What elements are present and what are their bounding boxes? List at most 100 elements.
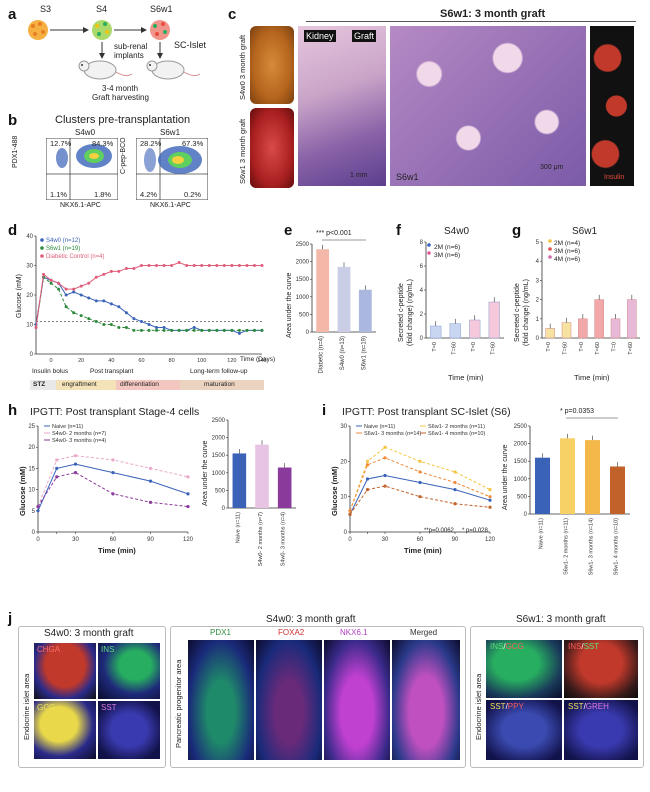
h-series-point	[111, 471, 115, 475]
d-series-point	[192, 325, 196, 329]
h-auc-ytick-label: 2000	[212, 436, 226, 442]
j-img-gcg: GCG	[34, 701, 96, 759]
d-series-point	[72, 287, 76, 291]
flow2-q-ll: 4.2%	[140, 190, 158, 199]
d-legend-label-1: S6w1 (n=19)	[46, 246, 80, 252]
i-series-point	[453, 480, 457, 485]
d-series-point	[124, 266, 128, 270]
subrenal-label-2: implants	[114, 51, 144, 60]
g-legend-2: 3M (n=6)	[554, 248, 581, 255]
panel-a: S3 S4 S6w1 SC-Islet sub-renal implants 3…	[20, 4, 210, 108]
panel-label-f: f	[396, 222, 401, 239]
j-label-nkx61: NKX6.1	[340, 628, 368, 637]
flow-plot-1	[46, 138, 118, 200]
g-bar-2	[578, 318, 588, 339]
f-xtick-label-2: T=0	[471, 342, 477, 352]
d-legend-label-0: S4w0 (n=12)	[46, 238, 80, 244]
d-series-point	[237, 331, 241, 335]
panel-h-line: 0 5 10 15 20 25 0 30 60 90 120 Naive (n=11) S4w0- 2 …	[16, 420, 196, 560]
e-ytick-label: 1500	[296, 277, 310, 283]
f-ylabel-2: (fold change) (ng/mL)	[407, 279, 414, 346]
f-xtick-label-1: T=60	[451, 342, 457, 355]
panel-b-title: Clusters pre-transplantation	[55, 114, 191, 126]
g-ylabel-2: (fold change) (ng/mL)	[523, 279, 530, 346]
g-xtick-label-0: T=0	[546, 342, 552, 352]
h-series-point	[148, 466, 153, 470]
d-series-point	[237, 264, 241, 267]
panel-i-auc: 0 500 1000 1500 2000 2500 Naive (n=11) S6w1- 2 …	[500, 400, 640, 590]
g-xtick-label-2: T=0	[579, 342, 585, 352]
f-ytick-label: 2	[420, 312, 424, 318]
d-series-point	[102, 323, 106, 326]
flow2-xlabel: NKX6.1-APC	[150, 202, 191, 209]
h-ylabel: Glucose (mM)	[18, 466, 27, 516]
flow1-q-ur: 84.3%	[92, 139, 114, 148]
flow1-q-ll: 1.1%	[50, 190, 68, 199]
d-xtick-label: 20	[78, 358, 84, 364]
d-legend-marker-0	[40, 238, 44, 242]
d-series-point	[117, 325, 121, 329]
e-ytick-label: 2500	[296, 242, 310, 248]
h-series-point	[111, 492, 115, 496]
i-series-point	[418, 495, 422, 499]
d-series-point	[42, 272, 46, 276]
auc-bar-chart-i: 0 500 1000 1500 2000 2500 Naive (n=11) S6w1- 2 …	[514, 417, 630, 575]
panel-label-g: g	[512, 222, 522, 239]
insulin-label: Insulin	[604, 174, 625, 181]
d-series-point	[94, 275, 98, 279]
g-bar-0	[545, 328, 555, 339]
i-title: IPGTT: Post transplant SC-Islet (S6)	[342, 406, 511, 418]
e-ylabel: Area under the curve	[286, 272, 293, 338]
f-bar-2	[469, 319, 481, 339]
stage-label-s3: S3	[40, 4, 52, 14]
h-series-point	[36, 509, 40, 513]
i-xlabel: Time (min)	[404, 546, 442, 555]
g-ytick-label: 4	[536, 259, 540, 265]
h-ytick-label: 0	[32, 530, 36, 536]
d-series-point	[57, 281, 61, 285]
d-series-point	[79, 314, 83, 318]
g-legend-3: 4M (n=6)	[554, 256, 581, 263]
d-series-point	[252, 264, 256, 267]
panel-label-d: d	[8, 222, 18, 239]
g-ytick-label: 0	[536, 336, 540, 342]
i-series-point	[453, 488, 457, 492]
i-ylabel: Glucose (mM)	[330, 466, 339, 516]
d-series-point	[49, 278, 53, 282]
j-img-sst-ppy: SST/PPY	[486, 700, 562, 760]
d-series-point	[64, 293, 68, 297]
j-img-ins: INS	[98, 643, 160, 699]
d-xtick-label: 0	[50, 358, 53, 364]
i-series-point	[418, 480, 422, 485]
i-auc-xtick-label-0: Naive (n=11)	[539, 518, 545, 549]
j-group3-box	[470, 626, 644, 768]
d-series-point	[230, 264, 234, 267]
e-ytick-label: 1000	[296, 295, 310, 301]
i-auc-pvalue: * p=0.0353	[560, 408, 595, 415]
h-auc-bar-1	[255, 444, 269, 508]
glucose-timecourse-chart: 0 10 20 30 40 0 20 40 60 80 100 120 140 S4w0 (n=12) S6…	[26, 234, 266, 364]
h-legend-label-1: S4w0- 2 months (n=7)	[52, 431, 106, 437]
i-auc-xtick-label-3: S6w1- 4 months (n=10)	[614, 518, 620, 575]
panel-d: 0 10 20 30 40 0 20 40 60 80 100 120 140 S4w0 (n=12) S6…	[10, 228, 275, 398]
flow2-q-lr: 0.2%	[184, 190, 202, 199]
panel-h-auc: 0 500 1000 1500 2000 2500 Naive (n=11) S4w0- 2 …	[200, 414, 300, 584]
ipgtt-line-chart-h: 0 5 10 15 20 25 0 30 60 90 120 Naive (n=11)S4w0- 2 …	[28, 424, 193, 543]
h-series-point	[148, 500, 153, 504]
h-auc-ytick-label: 0	[222, 506, 226, 512]
h-series-point	[55, 458, 59, 462]
d-series-point	[177, 328, 181, 332]
d-ytick-label: 40	[26, 234, 33, 240]
g-ytick-label: 5	[536, 240, 540, 246]
i-auc-bar-0	[535, 457, 550, 514]
d-series-point	[147, 323, 151, 326]
stage-label-s4: S4	[96, 4, 108, 14]
h-series-line-1	[37, 455, 189, 507]
d-series-point	[252, 328, 256, 332]
s4-cluster-icon	[92, 20, 112, 40]
j-img-ins-gcg: INS/GCG	[486, 640, 562, 698]
i-series-point	[348, 509, 352, 513]
f-xlabel: Time (min)	[448, 373, 484, 382]
panel-g: S6w1 0 1 2 3 4 5 T=0 T=60 T=0 T=60 T=0 T=60 Secrete…	[512, 226, 644, 398]
i-auc-bar-1	[560, 438, 575, 514]
